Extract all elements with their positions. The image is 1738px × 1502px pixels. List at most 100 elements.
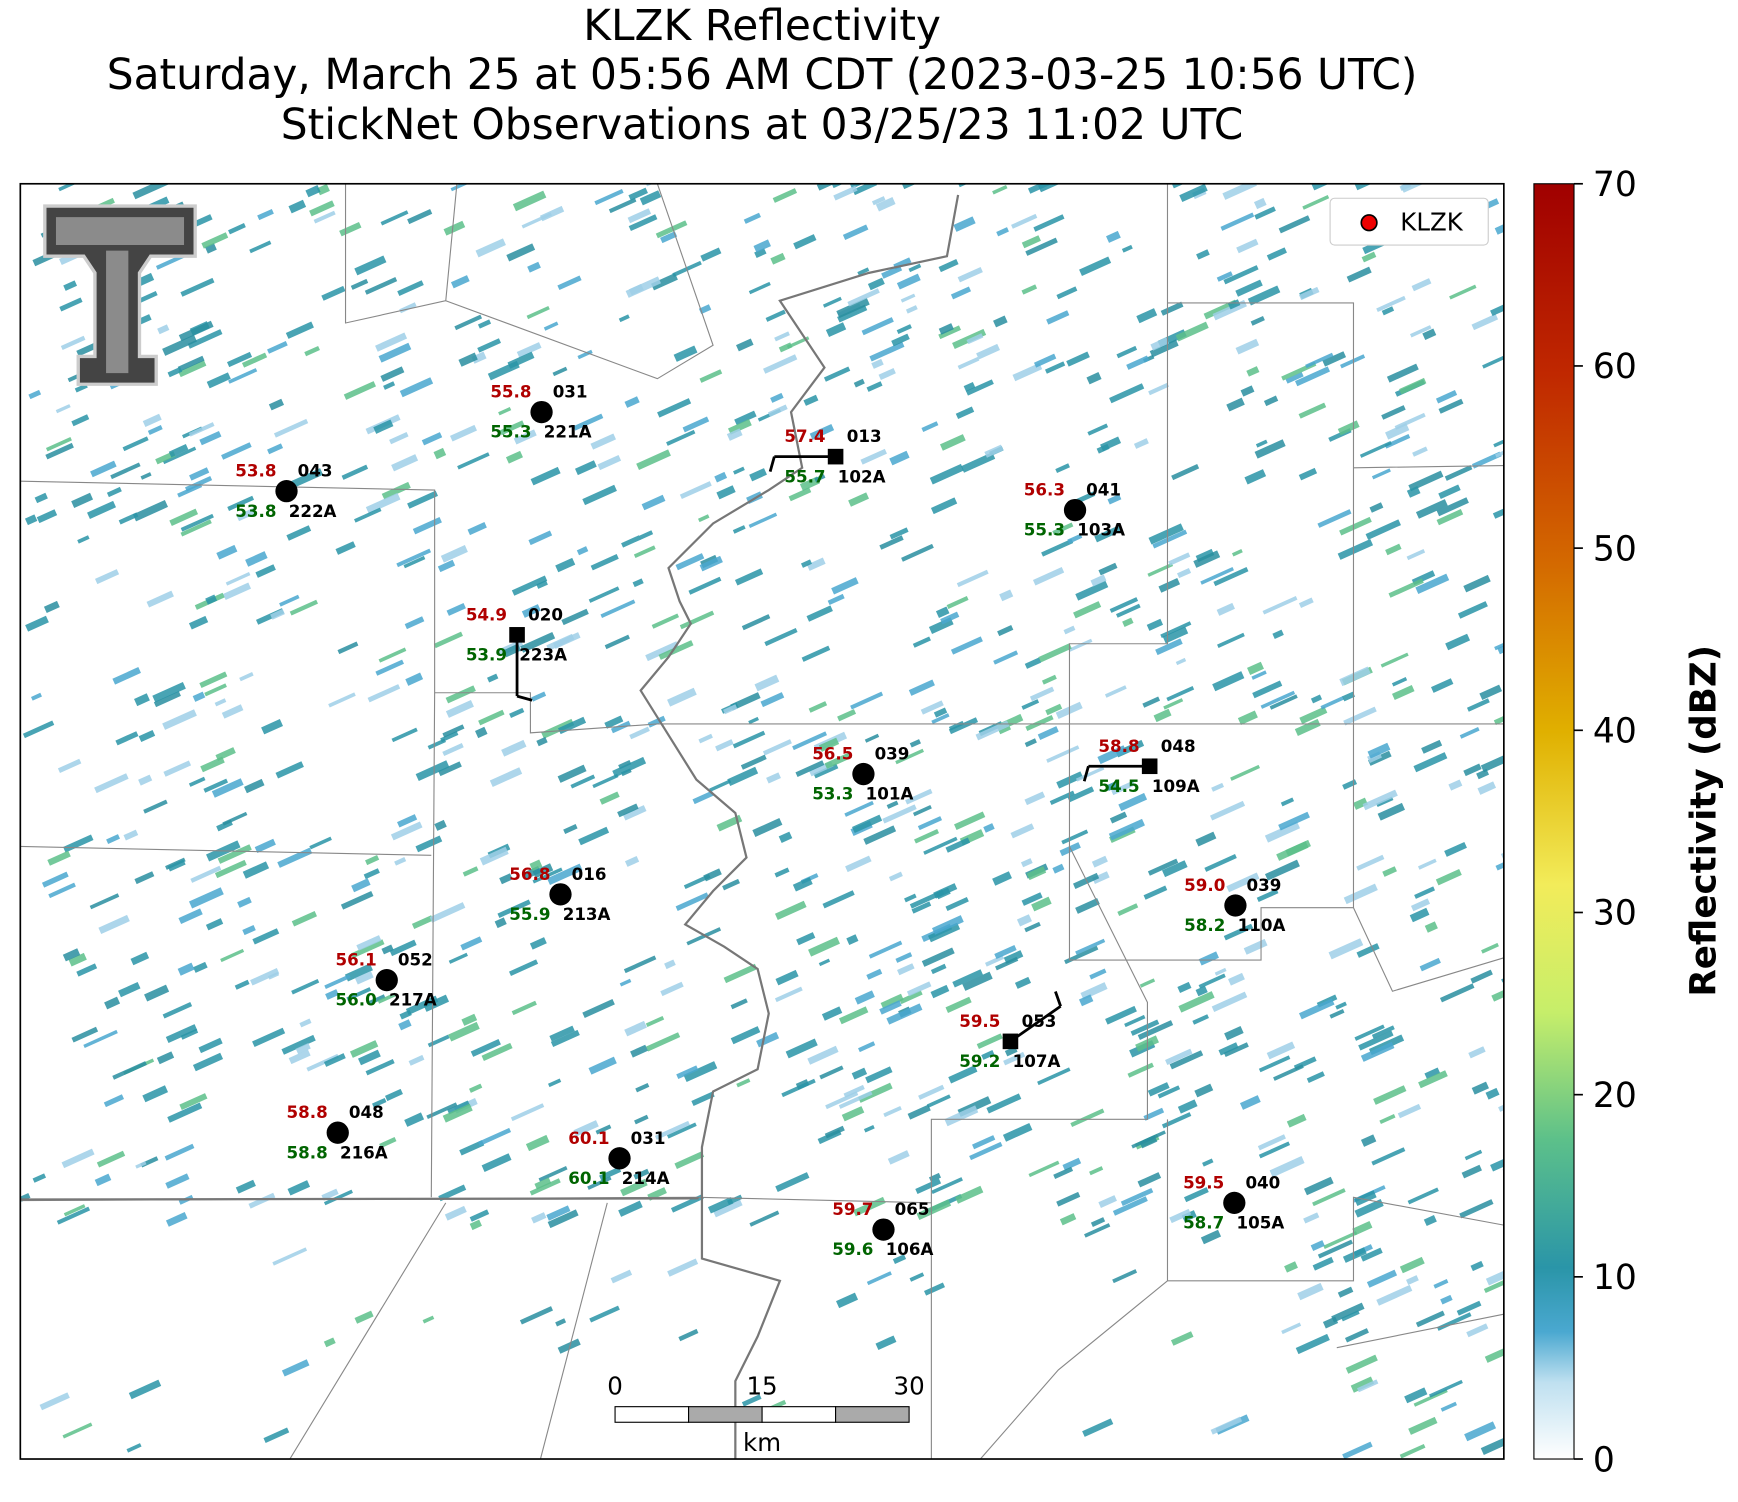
echo <box>730 998 748 1010</box>
echo <box>529 1178 561 1196</box>
echo <box>723 704 738 715</box>
echo <box>1317 1239 1353 1259</box>
echo <box>204 683 227 697</box>
echo <box>795 760 825 777</box>
echo <box>645 641 679 662</box>
station-id: 110A <box>1238 915 1286 935</box>
echo <box>1024 791 1046 806</box>
echo <box>676 1065 699 1080</box>
echo <box>511 1000 537 1016</box>
echo <box>904 893 917 903</box>
echo <box>1298 467 1318 481</box>
echo <box>138 729 156 743</box>
echo <box>1177 981 1192 994</box>
echo <box>1216 602 1235 616</box>
echo <box>1192 1014 1209 1025</box>
echo <box>47 850 71 866</box>
echo <box>883 1105 902 1118</box>
echo <box>1220 212 1255 231</box>
echo <box>1252 680 1283 699</box>
echo <box>275 761 304 779</box>
echo <box>1302 195 1330 210</box>
echo <box>875 1335 897 1351</box>
echo <box>1331 1302 1365 1323</box>
echo <box>1444 464 1473 481</box>
echo <box>599 791 620 805</box>
echo <box>1485 1087 1500 1100</box>
temperature: 57.4 <box>784 426 825 446</box>
echo <box>772 188 798 203</box>
echo <box>63 280 78 291</box>
echo <box>868 940 903 959</box>
echo <box>1052 522 1074 536</box>
echo <box>365 1059 395 1076</box>
echo <box>530 466 561 486</box>
echo <box>1075 938 1106 955</box>
colorbar <box>1533 183 1575 1460</box>
echo <box>1344 1328 1369 1343</box>
echo <box>214 859 247 879</box>
echo <box>389 939 417 957</box>
echo <box>1435 868 1462 886</box>
echo <box>1481 942 1499 954</box>
station-marker <box>1224 894 1247 917</box>
echo <box>1285 839 1311 857</box>
echo <box>1049 790 1075 805</box>
colorbar-tick-label: 40 <box>1593 712 1637 752</box>
echo <box>999 589 1014 602</box>
station-marker <box>509 627 525 643</box>
echo <box>1317 509 1352 528</box>
echo <box>1251 670 1267 680</box>
echo <box>836 297 870 319</box>
echo <box>969 1141 1003 1161</box>
echo <box>1055 463 1070 474</box>
echo <box>1024 657 1042 669</box>
echo <box>1143 885 1168 900</box>
echo <box>180 277 215 297</box>
echo <box>853 378 865 388</box>
echo <box>1502 1168 1504 1173</box>
echo <box>188 422 215 437</box>
echo <box>930 963 947 975</box>
echo <box>1106 780 1119 791</box>
echo <box>1477 781 1497 795</box>
station-id: 101A <box>866 784 914 804</box>
echo <box>1493 439 1504 448</box>
echo <box>901 543 934 562</box>
echo <box>679 481 712 500</box>
echo <box>837 304 868 323</box>
echo <box>1480 755 1504 773</box>
echo <box>590 433 617 450</box>
echo <box>1495 862 1504 871</box>
echo <box>367 684 401 703</box>
echo <box>90 460 117 478</box>
echo <box>1337 420 1360 436</box>
echo <box>847 288 880 307</box>
echo <box>871 358 884 369</box>
echo <box>261 719 284 735</box>
echo <box>896 324 912 335</box>
echo <box>938 323 954 335</box>
echo <box>1067 533 1083 544</box>
echo <box>1382 866 1397 877</box>
echo <box>905 788 933 805</box>
echo <box>1410 898 1431 912</box>
echo <box>123 829 139 841</box>
echo <box>1463 574 1491 593</box>
echo <box>343 381 377 400</box>
echo <box>267 341 288 354</box>
echo <box>597 454 622 471</box>
echo <box>1422 328 1437 341</box>
echo <box>1003 950 1024 965</box>
echo <box>167 366 183 378</box>
echo <box>892 1254 907 1265</box>
echo <box>762 739 792 756</box>
echo <box>63 1204 86 1217</box>
echo <box>242 861 270 879</box>
echo <box>134 871 155 885</box>
echo <box>71 414 90 427</box>
echo <box>1130 1019 1160 1036</box>
echo <box>1409 907 1430 923</box>
dewpoint: 55.3 <box>1024 520 1065 540</box>
echo <box>935 887 951 900</box>
